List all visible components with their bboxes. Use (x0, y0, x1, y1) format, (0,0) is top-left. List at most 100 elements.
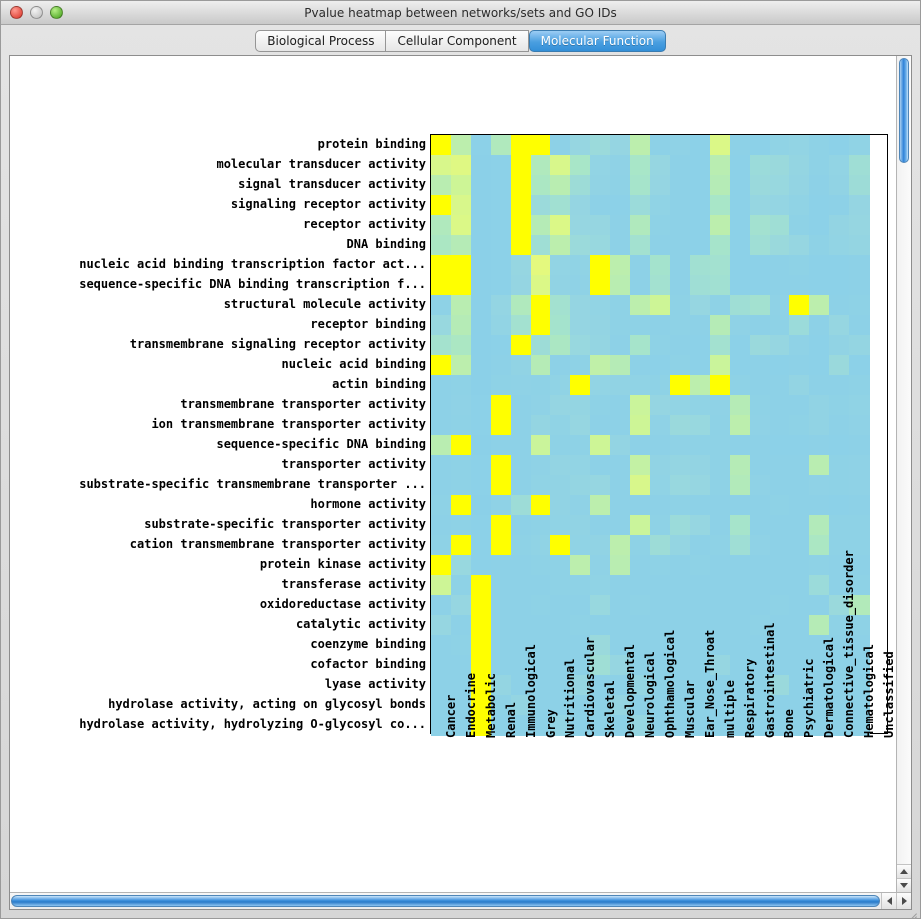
heatmap-cell[interactable] (669, 155, 691, 176)
heatmap-cell[interactable] (470, 635, 492, 656)
heatmap-cell[interactable] (689, 475, 711, 496)
heatmap-cell[interactable] (470, 375, 492, 396)
heatmap-cell[interactable] (709, 135, 731, 156)
heatmap-cell[interactable] (570, 415, 591, 436)
heatmap-cell[interactable] (610, 355, 631, 376)
heatmap-cell[interactable] (490, 675, 512, 696)
heatmap-cell[interactable] (510, 175, 532, 196)
heatmap-cell[interactable] (650, 255, 671, 276)
heatmap-cell[interactable] (470, 695, 492, 716)
heatmap-cell[interactable] (431, 495, 452, 516)
heatmap-cell[interactable] (450, 295, 472, 316)
heatmap-cell[interactable] (630, 575, 651, 596)
heatmap-cell[interactable] (450, 375, 472, 396)
heatmap-cell[interactable] (749, 515, 771, 536)
heatmap-cell[interactable] (789, 475, 810, 496)
heatmap-cell[interactable] (450, 695, 472, 716)
heatmap-cell[interactable] (809, 215, 830, 236)
heatmap-cell[interactable] (630, 655, 651, 676)
heatmap-cell[interactable] (570, 575, 591, 596)
heatmap-cell[interactable] (530, 455, 552, 476)
heatmap-cell[interactable] (809, 355, 830, 376)
heatmap-cell[interactable] (709, 455, 731, 476)
heatmap-cell[interactable] (709, 415, 731, 436)
heatmap-cell[interactable] (590, 235, 611, 256)
heatmap-cell[interactable] (590, 515, 611, 536)
heatmap-cell[interactable] (530, 295, 552, 316)
heatmap-cell[interactable] (530, 655, 552, 676)
heatmap-cell[interactable] (849, 395, 870, 416)
heatmap-cell[interactable] (431, 655, 452, 676)
heatmap-cell[interactable] (530, 595, 552, 616)
heatmap-cell[interactable] (749, 355, 771, 376)
heatmap-cell[interactable] (769, 355, 791, 376)
heatmap-cell[interactable] (590, 335, 611, 356)
heatmap-cell[interactable] (530, 195, 552, 216)
heatmap-cell[interactable] (650, 615, 671, 636)
heatmap-cell[interactable] (490, 355, 512, 376)
heatmap-cell[interactable] (829, 375, 850, 396)
heatmap-cell[interactable] (849, 695, 870, 716)
heatmap-cell[interactable] (789, 495, 810, 516)
heatmap-cell[interactable] (490, 495, 512, 516)
heatmap-cell[interactable] (729, 435, 751, 456)
heatmap-cell[interactable] (450, 355, 472, 376)
heatmap-cell[interactable] (769, 435, 791, 456)
heatmap-cell[interactable] (729, 275, 751, 296)
heatmap-cell[interactable] (729, 255, 751, 276)
heatmap-cell[interactable] (809, 175, 830, 196)
heatmap-cell[interactable] (550, 535, 571, 556)
heatmap-cell[interactable] (809, 495, 830, 516)
heatmap-cell[interactable] (749, 335, 771, 356)
heatmap-cell[interactable] (490, 455, 512, 476)
heatmap-cell[interactable] (689, 495, 711, 516)
heatmap-cell[interactable] (610, 255, 631, 276)
heatmap-cell[interactable] (789, 515, 810, 536)
heatmap-cell[interactable] (789, 555, 810, 576)
heatmap-cell[interactable] (550, 295, 571, 316)
heatmap-cell[interactable] (809, 675, 830, 696)
heatmap-cell[interactable] (610, 435, 631, 456)
heatmap-cell[interactable] (849, 595, 870, 616)
heatmap-cell[interactable] (669, 675, 691, 696)
heatmap-cell[interactable] (470, 435, 492, 456)
heatmap-cell[interactable] (769, 655, 791, 676)
heatmap-cell[interactable] (749, 235, 771, 256)
heatmap-cell[interactable] (630, 715, 651, 736)
heatmap-cell[interactable] (829, 675, 850, 696)
heatmap-cell[interactable] (510, 235, 532, 256)
heatmap-cell[interactable] (809, 455, 830, 476)
heatmap-cell[interactable] (769, 315, 791, 336)
heatmap-cell[interactable] (709, 715, 731, 736)
heatmap-cell[interactable] (769, 515, 791, 536)
heatmap-cell[interactable] (470, 135, 492, 156)
heatmap-cell[interactable] (431, 475, 452, 496)
heatmap-cell[interactable] (829, 415, 850, 436)
heatmap-cell[interactable] (630, 315, 651, 336)
heatmap-cell[interactable] (809, 655, 830, 676)
heatmap-cell[interactable] (729, 335, 751, 356)
heatmap-cell[interactable] (570, 335, 591, 356)
heatmap-cell[interactable] (689, 275, 711, 296)
heatmap-cell[interactable] (570, 215, 591, 236)
heatmap-cell[interactable] (550, 555, 571, 576)
heatmap-cell[interactable] (669, 695, 691, 716)
heatmap-cell[interactable] (630, 415, 651, 436)
heatmap-cell[interactable] (490, 415, 512, 436)
heatmap-cell[interactable] (431, 635, 452, 656)
heatmap-cell[interactable] (809, 515, 830, 536)
heatmap-cell[interactable] (829, 595, 850, 616)
heatmap-cell[interactable] (689, 695, 711, 716)
heatmap-cell[interactable] (849, 235, 870, 256)
close-button[interactable] (10, 6, 23, 19)
heatmap-cell[interactable] (749, 655, 771, 676)
heatmap-cell[interactable] (789, 695, 810, 716)
heatmap-cell[interactable] (590, 595, 611, 616)
heatmap-cell[interactable] (729, 535, 751, 556)
heatmap-cell[interactable] (709, 515, 731, 536)
heatmap-cell[interactable] (809, 155, 830, 176)
heatmap-cell[interactable] (570, 435, 591, 456)
heatmap-cell[interactable] (669, 135, 691, 156)
heatmap-cell[interactable] (650, 635, 671, 656)
heatmap-cell[interactable] (610, 575, 631, 596)
